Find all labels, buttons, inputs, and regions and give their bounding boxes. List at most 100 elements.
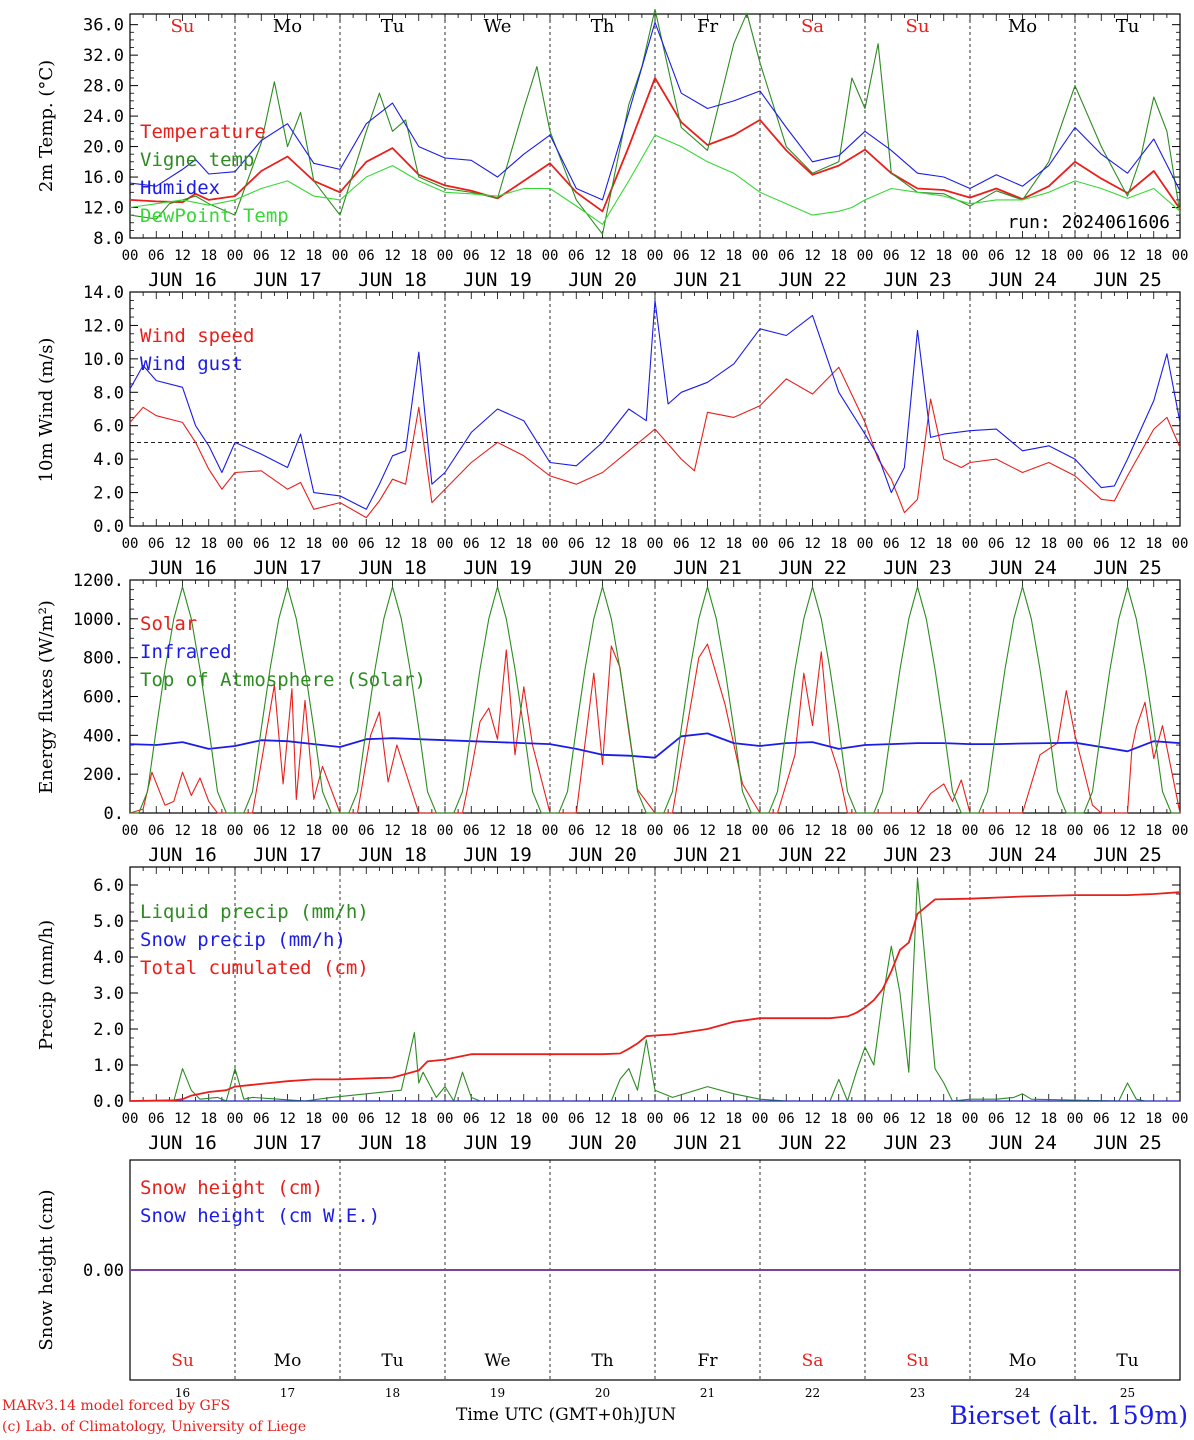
- hour-label: 06: [988, 248, 1005, 264]
- day-abbr: Tu: [1116, 16, 1140, 37]
- hour-label: 00: [332, 248, 349, 264]
- date-label: JUN 19: [463, 557, 532, 579]
- date-label: JUN 21: [673, 557, 742, 579]
- day-number: 20: [595, 1386, 610, 1400]
- y-tick-label: 5.0: [93, 912, 124, 932]
- day-number: 23: [910, 1386, 925, 1400]
- y-tick-label: 12.0: [83, 199, 124, 219]
- hour-label: 06: [253, 248, 270, 264]
- hour-label: 00: [647, 1111, 664, 1127]
- hour-label: 00: [227, 1111, 244, 1127]
- hour-label: 12: [699, 248, 716, 264]
- date-label: JUN 25: [1093, 1132, 1162, 1154]
- hour-label: 12: [1119, 823, 1136, 839]
- y-tick-label: 1200.: [73, 571, 124, 591]
- y-tick-label: 400.: [83, 726, 124, 746]
- hour-label: 06: [778, 536, 795, 552]
- panel-2: 0.0 2.0 4.0 6.0 8.0 10.0 12.0 14.0 10m Wind (m/s…: [36, 283, 1188, 579]
- legend-entry: Solar: [140, 613, 197, 635]
- series-wind-gust: [129, 299, 1181, 510]
- legend-entry: Snow precip (mm/h): [140, 929, 346, 951]
- hour-label: 06: [148, 1111, 165, 1127]
- date-label: JUN 19: [463, 1132, 532, 1154]
- day-abbr: Th: [591, 16, 615, 37]
- hour-label: 18: [620, 536, 637, 552]
- hour-label: 06: [883, 1111, 900, 1127]
- hour-label: 00: [437, 1111, 454, 1127]
- hour-label: 06: [358, 1111, 375, 1127]
- date-label: JUN 20: [568, 844, 637, 866]
- hour-label: 18: [725, 248, 742, 264]
- hour-label: 00: [857, 1111, 874, 1127]
- hour-label: 12: [1014, 823, 1031, 839]
- hour-label: 12: [804, 823, 821, 839]
- hour-label: 12: [489, 536, 506, 552]
- hour-label: 12: [279, 248, 296, 264]
- hour-label: 06: [358, 536, 375, 552]
- hour-label: 12: [804, 248, 821, 264]
- hour-label: 06: [988, 536, 1005, 552]
- hour-label: 12: [279, 536, 296, 552]
- hour-label: 18: [1145, 1111, 1162, 1127]
- date-label: JUN 18: [358, 1132, 427, 1154]
- hour-label: 12: [384, 536, 401, 552]
- date-label: JUN 22: [778, 557, 847, 579]
- y-tick-label: 16.0: [83, 168, 124, 188]
- hour-label: 18: [515, 1111, 532, 1127]
- date-label: JUN 17: [253, 1132, 322, 1154]
- hour-label: 00: [1172, 248, 1189, 264]
- hour-label: 18: [1145, 248, 1162, 264]
- date-label: JUN 20: [568, 269, 637, 291]
- hour-label: 00: [227, 536, 244, 552]
- day-abbr: Tu: [381, 16, 405, 37]
- date-label: JUN 16: [148, 557, 217, 579]
- legend-entry: Vigne temp: [140, 149, 254, 171]
- hour-label: 12: [699, 536, 716, 552]
- y-tick-label: 4.0: [93, 450, 124, 470]
- hour-label: 18: [1040, 823, 1057, 839]
- legend-entry: Humidex: [140, 177, 220, 199]
- hour-label: 00: [332, 536, 349, 552]
- hour-label: 06: [148, 823, 165, 839]
- date-label: JUN 20: [568, 1132, 637, 1154]
- y-tick-label: 0.00: [83, 1261, 124, 1281]
- hour-label: 06: [568, 248, 585, 264]
- hour-label: 00: [332, 823, 349, 839]
- date-label: JUN 23: [883, 557, 952, 579]
- day-number: 18: [385, 1386, 400, 1400]
- hour-label: 00: [962, 248, 979, 264]
- series-humidex: [129, 21, 1181, 201]
- hour-label: 06: [463, 248, 480, 264]
- y-axis-label: Snow height (cm): [36, 1189, 57, 1350]
- hour-label: 12: [1119, 536, 1136, 552]
- hour-label: 06: [148, 248, 165, 264]
- date-label: JUN 22: [778, 844, 847, 866]
- y-tick-label: 0.: [104, 804, 124, 824]
- hour-label: 06: [463, 536, 480, 552]
- day-number: 24: [1015, 1386, 1031, 1400]
- hour-label: 00: [752, 536, 769, 552]
- hour-label: 00: [1067, 1111, 1084, 1127]
- hour-label: 06: [778, 1111, 795, 1127]
- hour-label: 00: [1067, 823, 1084, 839]
- hour-label: 00: [122, 823, 139, 839]
- hour-label: 06: [568, 536, 585, 552]
- hour-label: 12: [909, 823, 926, 839]
- day-number: 16: [175, 1386, 190, 1400]
- legend-entry: Infrared: [140, 641, 232, 663]
- day-abbr: Mo: [1009, 1351, 1037, 1371]
- y-tick-label: 0.0: [93, 517, 124, 537]
- hour-label: 18: [935, 536, 952, 552]
- y-axis-label: Energy fluxes (W/m²): [36, 600, 57, 794]
- date-label: JUN 21: [673, 269, 742, 291]
- series-top-of-atmosphere-solar: [130, 586, 1180, 814]
- date-label: JUN 20: [568, 557, 637, 579]
- hour-label: 18: [410, 536, 427, 552]
- day-abbr: Sa: [801, 16, 824, 37]
- hour-label: 00: [647, 823, 664, 839]
- hour-label: 18: [305, 536, 322, 552]
- hour-label: 12: [279, 1111, 296, 1127]
- legend-entry: Snow height (cm): [140, 1177, 323, 1199]
- hour-label: 06: [253, 823, 270, 839]
- date-label: JUN 16: [148, 1132, 217, 1154]
